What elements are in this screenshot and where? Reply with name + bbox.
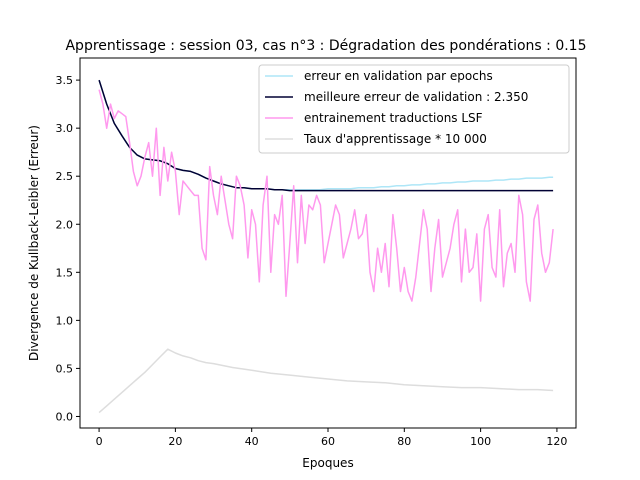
x-tick-label: 80: [397, 435, 411, 448]
x-tick-label: 100: [470, 435, 491, 448]
series-line-taux-d-apprentissage-10-000: [98, 348, 554, 414]
y-tick-label: 1.5: [56, 266, 74, 279]
y-tick-label: 0.5: [56, 362, 74, 375]
y-tick-label: 2.5: [56, 170, 74, 183]
y-axis: 0.0 0.5 1.0 1.5 2.0 2.5 3.0 3.5: [56, 74, 80, 423]
legend-box: [258, 64, 570, 154]
x-tick-label: 20: [168, 435, 182, 448]
legend-label-meilleure-erreur-de-validation-2-350: meilleure erreur de validation : 2.350: [304, 90, 528, 104]
series-layer: [98, 79, 554, 414]
x-tick-label: 60: [321, 435, 335, 448]
legend-label-entrainement-traductions-lsf: entrainement traductions LSF: [304, 111, 483, 125]
legend-label-taux-d-apprentissage-10-000: Taux d'apprentissage * 10 000: [303, 132, 487, 146]
y-tick-label: 0.0: [56, 410, 74, 423]
x-tick-label: 40: [245, 435, 259, 448]
series-line-entrainement-traductions-lsf: [98, 89, 554, 302]
y-tick-label: 3.0: [56, 122, 74, 135]
legend: erreur en validation par epochs meilleure…: [258, 64, 570, 154]
y-tick-label: 2.0: [56, 218, 74, 231]
y-axis-label: Divergence de Kullback-Leibler (Erreur): [27, 125, 41, 361]
chart-title: Apprentissage : session 03, cas n°3 : Dé…: [65, 38, 586, 54]
legend-items: erreur en validation par epochs meilleure…: [265, 69, 528, 146]
x-axis-label: Epoques: [302, 456, 353, 470]
legend-label-erreur-en-validation-par-epochs: erreur en validation par epochs: [304, 69, 493, 83]
y-tick-label: 1.0: [56, 314, 74, 327]
y-tick-label: 3.5: [56, 74, 74, 87]
x-axis: 0 20 40 60 80 100 120: [96, 428, 567, 448]
x-tick-label: 0: [96, 435, 103, 448]
x-tick-label: 120: [546, 435, 567, 448]
